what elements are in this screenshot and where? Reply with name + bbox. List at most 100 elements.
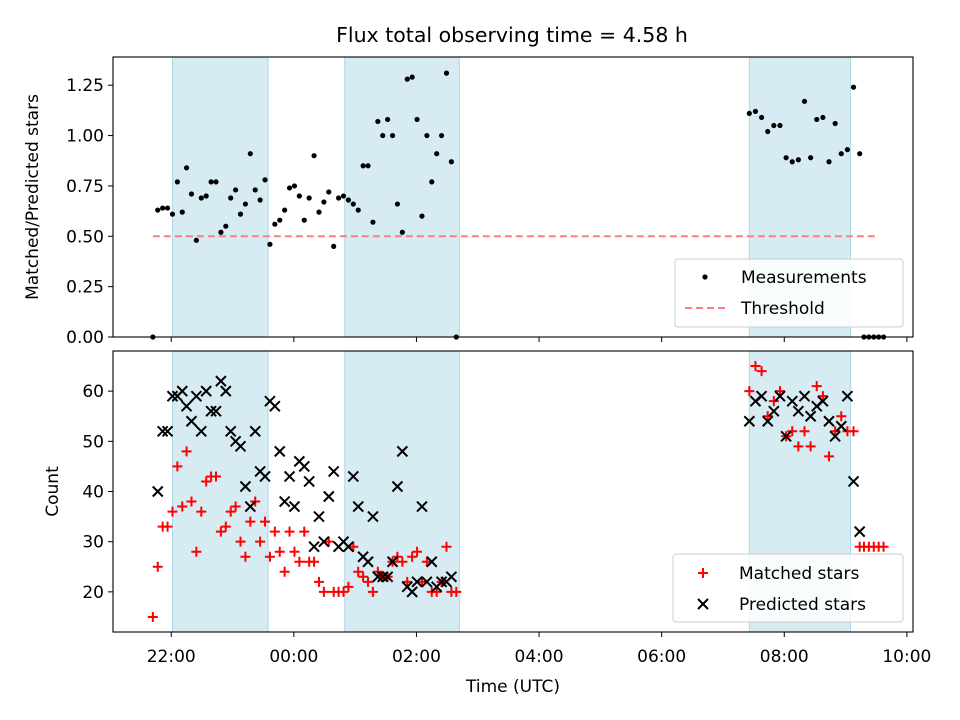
measurement-point xyxy=(746,110,752,117)
predicted-star-point xyxy=(234,440,247,453)
x-tick-label: 06:00 xyxy=(637,647,686,667)
measurement-point xyxy=(820,114,826,121)
chart-title: Flux total observing time = 4.58 h xyxy=(336,23,688,47)
measurement-point xyxy=(838,151,844,157)
matched-star-point xyxy=(762,411,773,422)
predicted-star-point xyxy=(249,425,261,437)
measurement-point xyxy=(291,183,298,189)
measurement-point xyxy=(360,163,366,169)
measurement-point xyxy=(286,185,293,191)
measurement-point xyxy=(826,159,832,165)
matched-star-point xyxy=(799,426,810,437)
y-tick-label: 1.25 xyxy=(66,76,104,96)
matched-stars-points xyxy=(147,361,889,622)
measurement-point xyxy=(814,116,820,123)
y-tick-label: 1.00 xyxy=(66,127,104,147)
measurement-point xyxy=(375,118,381,125)
measurement-point xyxy=(233,187,239,193)
predicted-star-point xyxy=(166,390,179,402)
matched-star-point xyxy=(210,471,221,482)
measurement-point xyxy=(183,165,190,171)
measurement-point xyxy=(198,195,204,201)
predicted-star-point xyxy=(755,390,768,402)
predicted-star-point xyxy=(283,470,296,483)
matched-star-point xyxy=(309,556,320,567)
y-tick-label: 0.00 xyxy=(66,328,104,348)
measurement-points xyxy=(150,70,887,340)
predicted-star-point xyxy=(274,445,286,458)
matched-star-point xyxy=(756,366,767,377)
predicted-star-point xyxy=(416,500,428,513)
legend-measurements-label: Measurements xyxy=(741,268,867,288)
predicted-star-point xyxy=(161,425,174,437)
legend-plus-glyph xyxy=(698,568,708,578)
matched-star-point xyxy=(363,576,374,587)
y-tick-label: 0.75 xyxy=(66,177,104,197)
matched-star-point xyxy=(451,586,462,597)
matched-star-point xyxy=(162,521,173,532)
top-legend: Measurements Threshold xyxy=(674,258,904,328)
predicted-star-point xyxy=(774,390,786,402)
predicted-star-point xyxy=(798,390,811,402)
top-legend-box xyxy=(674,258,904,328)
measurement-point xyxy=(179,209,185,215)
matched-star-point xyxy=(152,561,163,572)
matched-star-point xyxy=(830,426,841,437)
predicted-star-point xyxy=(847,475,860,488)
predicted-star-point xyxy=(817,395,829,407)
shaded-span xyxy=(344,56,460,338)
predicted-star-point xyxy=(377,571,389,583)
matched-star-point xyxy=(805,441,816,452)
measurement-point xyxy=(385,116,391,123)
top-axes-frame xyxy=(112,56,914,338)
measurement-point xyxy=(228,195,234,201)
measurement-point xyxy=(424,132,430,139)
matched-star-point xyxy=(407,551,418,562)
predicted-star-point xyxy=(804,410,817,422)
shaded-span xyxy=(171,350,269,633)
measurement-point xyxy=(311,153,317,159)
matched-star-point xyxy=(397,556,408,567)
measurement-point xyxy=(257,197,263,203)
y-tick-label: 0.25 xyxy=(66,278,104,298)
measurement-point xyxy=(272,221,278,227)
matched-star-point xyxy=(836,411,847,422)
predicted-star-point xyxy=(298,460,310,473)
measurement-point xyxy=(389,132,396,139)
y-tick-label: 20 xyxy=(82,583,104,603)
y-tick-label: 0.50 xyxy=(66,227,104,247)
legend-matched-label: Matched stars xyxy=(739,564,859,584)
matched-star-point xyxy=(416,576,427,587)
measurement-point xyxy=(399,229,405,235)
predicted-star-point xyxy=(269,400,281,412)
predicted-star-point xyxy=(762,415,774,427)
predicted-star-point xyxy=(347,470,360,483)
top-x-ticks xyxy=(170,337,908,342)
matched-star-point xyxy=(343,581,354,592)
bottom-y-axis-label: Count xyxy=(43,466,63,517)
measurement-point xyxy=(296,193,302,199)
measurement-point xyxy=(380,132,386,139)
predicted-star-point xyxy=(190,390,203,402)
measurement-point xyxy=(301,217,307,223)
x-axis-label: Time (UTC) xyxy=(465,677,560,697)
legend-predicted-label: Predicted stars xyxy=(739,595,866,615)
measurement-point xyxy=(419,213,425,219)
predicted-star-point xyxy=(780,430,792,443)
matched-star-point xyxy=(441,541,452,552)
x-tick-label: 04:00 xyxy=(515,647,564,667)
predicted-star-point xyxy=(768,405,780,417)
matched-star-point xyxy=(167,506,178,517)
y-tick-label: 30 xyxy=(82,533,104,553)
predicted-star-point xyxy=(215,375,227,387)
legend-predicted-marker xyxy=(697,598,709,610)
legend-x-glyph xyxy=(697,598,709,610)
predicted-star-point xyxy=(362,556,374,568)
legend-measurements-marker xyxy=(702,274,708,280)
predicted-star-point xyxy=(792,405,805,417)
measurement-point xyxy=(448,159,454,165)
matched-star-point xyxy=(269,526,280,537)
measurement-point xyxy=(350,201,356,207)
measurement-point xyxy=(164,205,171,211)
